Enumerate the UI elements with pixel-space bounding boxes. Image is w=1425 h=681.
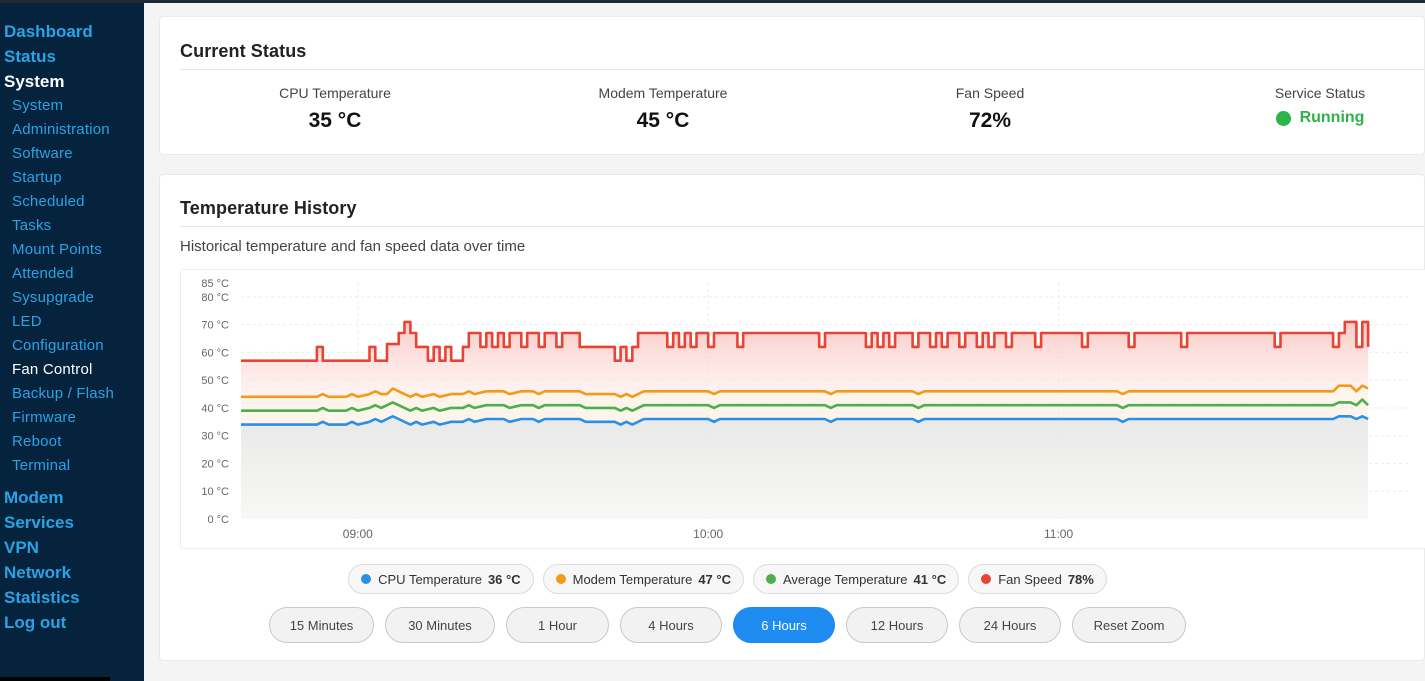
range-1-hour-button[interactable]: 1 Hour [506,607,609,643]
temperature-history-divider [180,226,1424,227]
legend-dot-icon [981,574,992,584]
cpu-temperature-stat: CPU Temperature 35 °C [255,85,415,133]
nav-sub-configuration[interactable]: Configuration [12,337,104,354]
nav-sub-firmware[interactable]: Firmware [12,409,77,426]
nav-sub-scheduled[interactable]: Scheduled [12,193,85,210]
chart-legend: CPU Temperature 36 °C Modem Temperature … [160,564,1295,594]
x-tick-label: 10:00 [693,527,723,541]
y-tick-label: 10 °C [201,486,229,498]
y-tick-label: 60 °C [201,347,229,359]
range-12-hours-button[interactable]: 12 Hours [846,607,948,643]
nav-statistics[interactable]: Statistics [4,588,80,607]
legend-dot-icon [555,574,566,584]
legend-value: 36 °C [487,571,521,587]
service-status-label: Service Status [1274,85,1366,101]
temperature-chart-svg[interactable]: 0 °C 10 °C 20 °C 30 °C 40 °C 50 °C 60 °C 70 °C 8… [181,270,1425,550]
sidebar-bottom-strip [0,677,110,681]
modem-temperature-value: 45 °C [636,109,690,132]
temperature-chart[interactable]: 0 °C 10 °C 20 °C 30 °C 40 °C 50 °C 60 °C 70 °C 8… [180,269,1425,549]
nav-services[interactable]: Services [4,513,74,532]
nav-sub-reboot[interactable]: Reboot [12,433,62,450]
range-4-hours-button[interactable]: 4 Hours [620,607,722,643]
legend-dot-icon [361,574,372,584]
y-tick-label: 30 °C [201,431,229,443]
y-tick-label: 20 °C [201,458,229,470]
y-tick-label: 70 °C [201,320,229,332]
nav-sub-startup[interactable]: Startup [12,169,62,186]
nav-vpn[interactable]: VPN [4,538,39,557]
current-status-title: Current Status [180,41,307,61]
time-range-buttons: 15 Minutes 30 Minutes 1 Hour 4 Hours 6 H… [160,607,1295,643]
main-content: Current Status CPU Temperature 35 °C Mod… [144,3,1425,681]
nav-sub-system[interactable]: System [12,97,64,114]
nav-sub-administration[interactable]: Administration [12,121,110,138]
fan-speed-stat: Fan Speed 72% [930,85,1050,133]
y-tick-label: 40 °C [201,403,229,415]
range-15-minutes-button[interactable]: 15 Minutes [269,607,374,643]
y-tick-label: 0 °C [207,514,229,526]
cpu-temperature-value: 35 °C [308,109,362,132]
nav-sub-backup-flash[interactable]: Backup / Flash [12,385,115,402]
legend-value: 47 °C [698,571,731,587]
nav-sub-attended[interactable]: Attended [12,265,74,282]
temperature-history-subtitle: Historical temperature and fan speed dat… [180,238,526,255]
nav-dashboard[interactable]: Dashboard [4,22,93,41]
temperature-history-card: Temperature History Historical temperatu… [159,174,1425,661]
sidebar: Dashboard Status System System Administr… [0,3,144,681]
nav-network[interactable]: Network [4,563,72,582]
temperature-area [241,416,1369,519]
y-tick-label: 50 °C [201,375,229,387]
fan-speed-line [241,320,1370,362]
legend-label: Fan Speed [998,571,1062,587]
current-status-divider [180,69,1424,70]
y-tick-label: 85 °C [201,278,229,290]
cpu-temperature-line [241,415,1369,426]
modem-temperature-label: Modem Temperature [598,85,728,101]
temperature-history-title: Temperature History [180,198,357,218]
current-status-card: Current Status CPU Temperature 35 °C Mod… [159,16,1425,155]
legend-label: Modem Temperature [572,571,693,587]
legend-cpu-temperature[interactable]: CPU Temperature 36 °C [348,564,534,594]
range-24-hours-button[interactable]: 24 Hours [959,607,1061,643]
nav-sub-terminal[interactable]: Terminal [12,457,71,474]
nav-status[interactable]: Status [4,47,56,66]
legend-label: CPU Temperature [378,571,482,587]
x-tick-label: 09:00 [343,527,373,541]
nav-log-out[interactable]: Log out [4,613,67,632]
y-tick-label: 80 °C [201,292,229,304]
top-border [0,0,1425,3]
nav-sub-sysupgrade[interactable]: Sysupgrade [12,289,95,306]
legend-value: 41 °C [913,571,947,587]
cpu-temperature-label: CPU Temperature [279,85,391,101]
nav-sub-software[interactable]: Software [12,145,73,162]
fan-speed-label: Fan Speed [955,85,1025,101]
range-30-minutes-button[interactable]: 30 Minutes [385,607,495,643]
legend-dot-icon [766,574,776,584]
legend-value: 78% [1067,571,1094,587]
nav-sub-led[interactable]: LED [12,313,42,330]
service-status-stat: Service Status Running [1260,85,1380,131]
average-temperature-line [241,398,1370,412]
nav-modem[interactable]: Modem [4,488,64,507]
nav-system[interactable]: System [4,72,65,91]
status-dot-icon [1275,110,1291,126]
nav-sub-tasks[interactable]: Tasks [12,217,52,234]
legend-modem-temperature[interactable]: Modem Temperature 47 °C [542,564,744,594]
modem-temperature-line [241,384,1369,399]
legend-label: Average Temperature [783,571,908,587]
fan-speed-area [241,321,1369,397]
x-tick-label: 11:00 [1044,527,1073,541]
legend-average-temperature[interactable]: Average Temperature 41 °C [753,564,960,594]
nav-sub-mount-points[interactable]: Mount Points [12,241,102,258]
legend-fan-speed[interactable]: Fan Speed 78% [968,564,1107,594]
service-status-indicator: Running [1275,109,1365,127]
range-6-hours-button[interactable]: 6 Hours [733,607,835,643]
fan-speed-value: 72% [968,109,1012,132]
reset-zoom-button[interactable]: Reset Zoom [1072,607,1186,643]
service-status-value: Running [1299,109,1365,126]
modem-temperature-stat: Modem Temperature 45 °C [578,85,748,133]
nav-sub-fan-control[interactable]: Fan Control [12,361,93,378]
